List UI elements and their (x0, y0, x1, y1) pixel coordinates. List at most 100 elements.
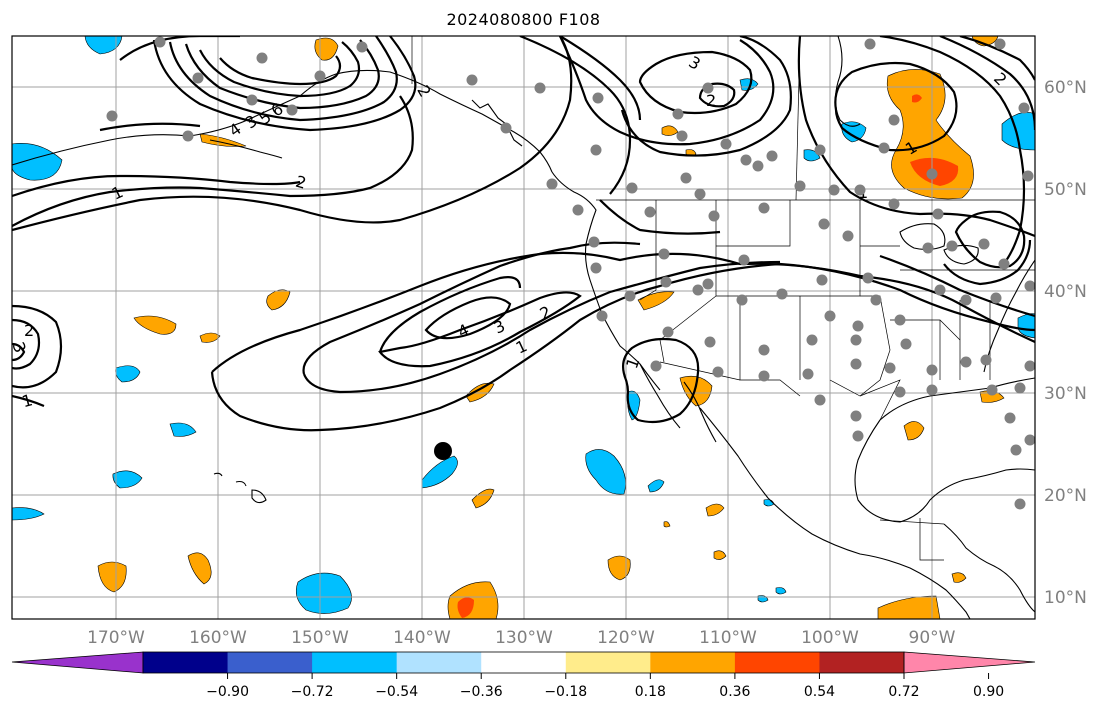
colorbar-tick-label: −0.54 (375, 684, 418, 700)
neg-anomaly-blob (647, 479, 665, 493)
colorbar-extend-right (903, 651, 1036, 674)
contour-label: 1 (513, 336, 530, 358)
colorbar-segment (734, 652, 820, 673)
colorbar-segment (227, 652, 313, 673)
station-dot (500, 122, 512, 134)
neg-anomaly-blob (12, 143, 63, 181)
lat-label: 40°N (1044, 282, 1087, 302)
pos-anomaly-blob (661, 125, 679, 136)
colorbar-ticks: −0.90 −0.72 −0.54 −0.36 −0.18 0.18 0.36 0.54 0.7… (206, 673, 1004, 700)
station-dot (740, 154, 752, 166)
station-dot (650, 360, 662, 372)
station-dot (758, 202, 770, 214)
pos-anomaly-blob (457, 597, 474, 618)
lat-label: 50°N (1044, 180, 1087, 200)
station-dot (1024, 434, 1035, 446)
station-dot (888, 114, 900, 126)
station-dot (702, 82, 714, 94)
station-dot (692, 284, 704, 296)
station-dot (154, 36, 166, 48)
colorbar-segment (481, 652, 567, 673)
station-dot (818, 218, 830, 230)
station-dot (850, 410, 862, 422)
colorbar-tick-label: 0.72 (888, 684, 919, 700)
station-dot (980, 354, 992, 366)
station-dot (814, 394, 826, 406)
station-dot (814, 144, 826, 156)
station-dot (592, 92, 604, 104)
pos-anomaly-blob (199, 133, 247, 147)
colorbar-extend-left (11, 651, 144, 674)
colorbar-tick-label: −0.18 (544, 684, 587, 700)
station-dot (712, 366, 724, 378)
station-dot (852, 430, 864, 442)
station-dot (926, 384, 938, 396)
station-dot (888, 198, 900, 210)
station-dot (676, 130, 688, 142)
station-dot (672, 108, 684, 120)
station-dot (738, 254, 750, 266)
colorbar-frame (142, 651, 905, 674)
neg-anomaly-blob (169, 422, 197, 437)
station-markers (106, 36, 1035, 510)
pos-anomaly-blob (314, 37, 339, 61)
station-dot (588, 236, 600, 248)
station-dot (932, 208, 944, 220)
station-dot (998, 258, 1010, 270)
lon-label: 140°W (393, 628, 451, 648)
station-dot (1024, 360, 1035, 372)
neg-anomaly-blob (775, 587, 787, 595)
station-dot (680, 172, 692, 184)
colorbar-tick-label: 0.18 (635, 684, 666, 700)
station-dot (1014, 382, 1026, 394)
colorbar-segments (143, 652, 905, 673)
pos-anomaly-blob (199, 332, 221, 343)
station-dot (758, 370, 770, 382)
station-dot (246, 94, 258, 106)
station-dot (534, 82, 546, 94)
colorbar-tick-label: −0.36 (460, 684, 503, 700)
station-dot (106, 110, 118, 122)
colorbar: −0.90 −0.72 −0.54 −0.36 −0.18 0.18 0.36 0.54 0.7… (11, 651, 1036, 700)
station-dot (854, 184, 866, 196)
pos-anomaly-blob (187, 552, 212, 585)
contour-label: 2 (24, 321, 34, 340)
station-dot (182, 130, 194, 142)
pos-anomaly-blob (877, 595, 941, 619)
station-dot (926, 364, 938, 376)
station-dot (806, 334, 818, 346)
station-dot (776, 288, 788, 300)
lon-label: 90°W (909, 628, 956, 648)
colorbar-tick-label: 0.54 (804, 684, 835, 700)
station-dot (870, 294, 882, 306)
lon-label: 100°W (801, 628, 859, 648)
station-dot (878, 142, 890, 154)
pos-anomaly-blob (713, 550, 727, 560)
station-dot (816, 274, 828, 286)
colorbar-tick-label: 0.36 (719, 684, 750, 700)
contour-label: 3 (491, 316, 508, 338)
neg-anomaly-blob (1001, 112, 1035, 151)
pos-anomaly-blob (912, 94, 922, 103)
colorbar-segment (565, 652, 651, 673)
pos-anomaly-blob (97, 561, 127, 593)
contour-label: 2 (706, 91, 716, 110)
pos-anomaly-blob (903, 421, 925, 441)
station-dot (596, 310, 608, 322)
lon-label: 110°W (699, 628, 757, 648)
contour-label: 1 (20, 390, 35, 411)
contour-label: 2 (537, 302, 554, 324)
longitude-labels: 170°W 160°W 150°W 140°W 130°W 120°W 110°… (87, 628, 956, 648)
station-dot (694, 188, 706, 200)
station-dot (850, 334, 862, 346)
pos-anomaly-blob (705, 503, 725, 517)
station-dot (842, 230, 854, 242)
station-dot (626, 182, 638, 194)
neg-anomaly-blob (115, 365, 141, 383)
station-dot (1004, 412, 1016, 424)
state-borders (411, 36, 1035, 561)
station-dot (922, 242, 934, 254)
neg-anomaly-blob (841, 121, 867, 143)
contour-label: 1 (109, 182, 126, 204)
